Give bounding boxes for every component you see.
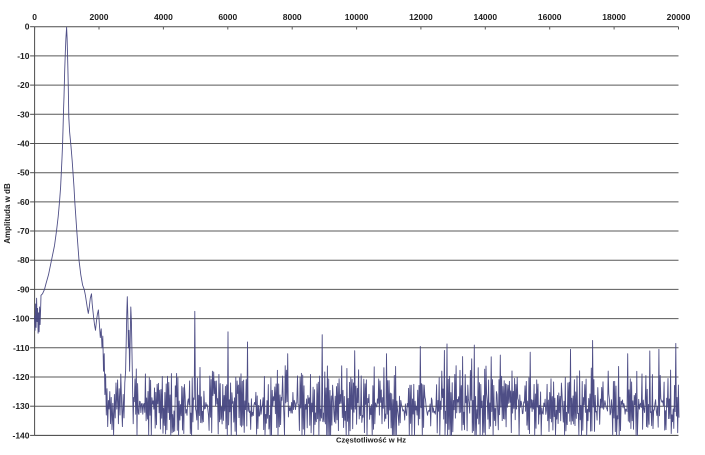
svg-text:Amplituda w dB: Amplituda w dB <box>3 183 12 244</box>
svg-text:-50: -50 <box>17 168 30 178</box>
svg-text:2000: 2000 <box>90 12 109 22</box>
svg-text:14000: 14000 <box>473 12 497 22</box>
svg-text:-130: -130 <box>12 401 29 411</box>
svg-text:-60: -60 <box>17 197 30 207</box>
svg-text:16000: 16000 <box>538 12 562 22</box>
svg-text:0: 0 <box>25 22 30 32</box>
svg-text:10000: 10000 <box>345 12 369 22</box>
svg-text:-90: -90 <box>17 284 30 294</box>
svg-text:12000: 12000 <box>409 12 433 22</box>
svg-text:8000: 8000 <box>283 12 302 22</box>
svg-text:0: 0 <box>32 12 37 22</box>
svg-text:-30: -30 <box>17 109 30 119</box>
svg-text:-140: -140 <box>12 430 29 440</box>
svg-text:-40: -40 <box>17 139 30 149</box>
svg-text:-70: -70 <box>17 226 30 236</box>
svg-text:4000: 4000 <box>154 12 173 22</box>
svg-text:-10: -10 <box>17 51 30 61</box>
svg-text:-100: -100 <box>12 314 29 324</box>
svg-text:-80: -80 <box>17 255 30 265</box>
svg-text:20000: 20000 <box>667 12 691 22</box>
svg-text:6000: 6000 <box>218 12 237 22</box>
svg-text:18000: 18000 <box>602 12 626 22</box>
svg-text:-20: -20 <box>17 80 30 90</box>
svg-text:-120: -120 <box>12 372 29 382</box>
svg-text:-110: -110 <box>13 343 30 353</box>
svg-text:Częstotliwość w Hz: Częstotliwość w Hz <box>336 436 406 445</box>
